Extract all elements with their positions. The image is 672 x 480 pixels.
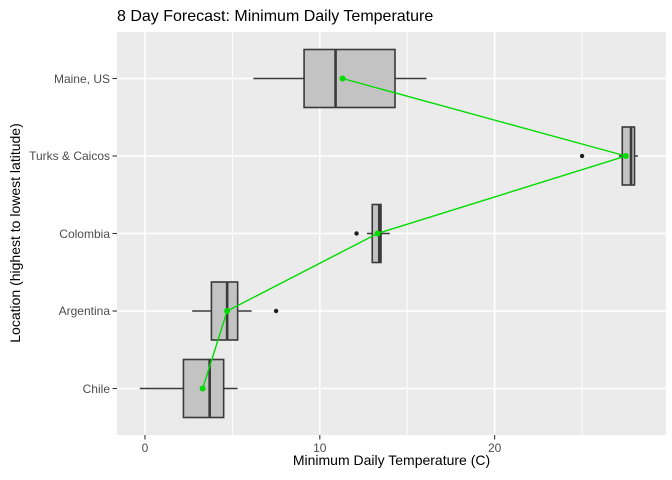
y-tick-label-colombia: Colombia	[59, 226, 110, 241]
outlier-point	[579, 153, 585, 159]
y-tick-label-chile: Chile	[82, 381, 110, 396]
mean-point	[622, 153, 629, 159]
outlier-point	[273, 308, 279, 314]
box-maine-us	[303, 48, 396, 109]
x-tick-label-20: 20	[487, 441, 502, 455]
x-tick-label-10: 10	[313, 441, 327, 455]
y-tick-label-turks-caicos: Turks & Caicos	[29, 149, 110, 163]
outlier-point	[354, 231, 359, 236]
mean-point	[224, 308, 231, 314]
y-tick-label-maine-us: Maine, US	[53, 71, 110, 86]
mean-point	[199, 385, 206, 392]
mean-point	[339, 75, 346, 82]
x-tick-label-0: 0	[141, 441, 149, 455]
y-tick-label-argentina: Argentina	[58, 304, 110, 318]
mean-point	[374, 230, 381, 237]
chart-title: 8 Day Forecast: Minimum Daily Temperatur…	[117, 8, 434, 25]
x-axis-title: Minimum Daily Temperature (C)	[292, 452, 491, 468]
